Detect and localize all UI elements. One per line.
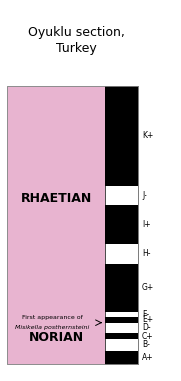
Text: B-: B- bbox=[142, 340, 150, 349]
Bar bbox=[105, 317, 138, 323]
Bar bbox=[7, 86, 127, 364]
Text: First appearance of: First appearance of bbox=[22, 315, 83, 320]
Bar bbox=[7, 86, 138, 364]
Bar bbox=[105, 186, 138, 205]
Text: G+: G+ bbox=[142, 283, 154, 292]
Bar bbox=[105, 86, 138, 364]
Text: RHAETIAN: RHAETIAN bbox=[20, 192, 92, 205]
Text: A+: A+ bbox=[142, 353, 154, 362]
Text: Oyuklu section,
Turkey: Oyuklu section, Turkey bbox=[28, 26, 125, 54]
Text: D-: D- bbox=[142, 323, 151, 333]
Text: Misikella posthernsteini: Misikella posthernsteini bbox=[15, 325, 90, 330]
Bar bbox=[105, 86, 138, 364]
Text: NORIAN: NORIAN bbox=[29, 331, 84, 344]
Bar bbox=[105, 333, 138, 339]
Text: I+: I+ bbox=[142, 220, 151, 229]
Text: E+: E+ bbox=[142, 315, 153, 324]
Text: C+: C+ bbox=[142, 331, 154, 341]
Bar bbox=[105, 264, 138, 312]
Bar bbox=[105, 351, 138, 364]
Text: F-: F- bbox=[142, 310, 149, 319]
Bar bbox=[105, 244, 138, 264]
Bar bbox=[105, 339, 138, 351]
Text: K+: K+ bbox=[142, 131, 153, 140]
Bar bbox=[105, 86, 138, 186]
Text: J-: J- bbox=[142, 191, 147, 200]
Bar bbox=[105, 312, 138, 317]
Bar bbox=[105, 323, 138, 333]
Bar bbox=[105, 205, 138, 244]
Text: H-: H- bbox=[142, 250, 151, 258]
